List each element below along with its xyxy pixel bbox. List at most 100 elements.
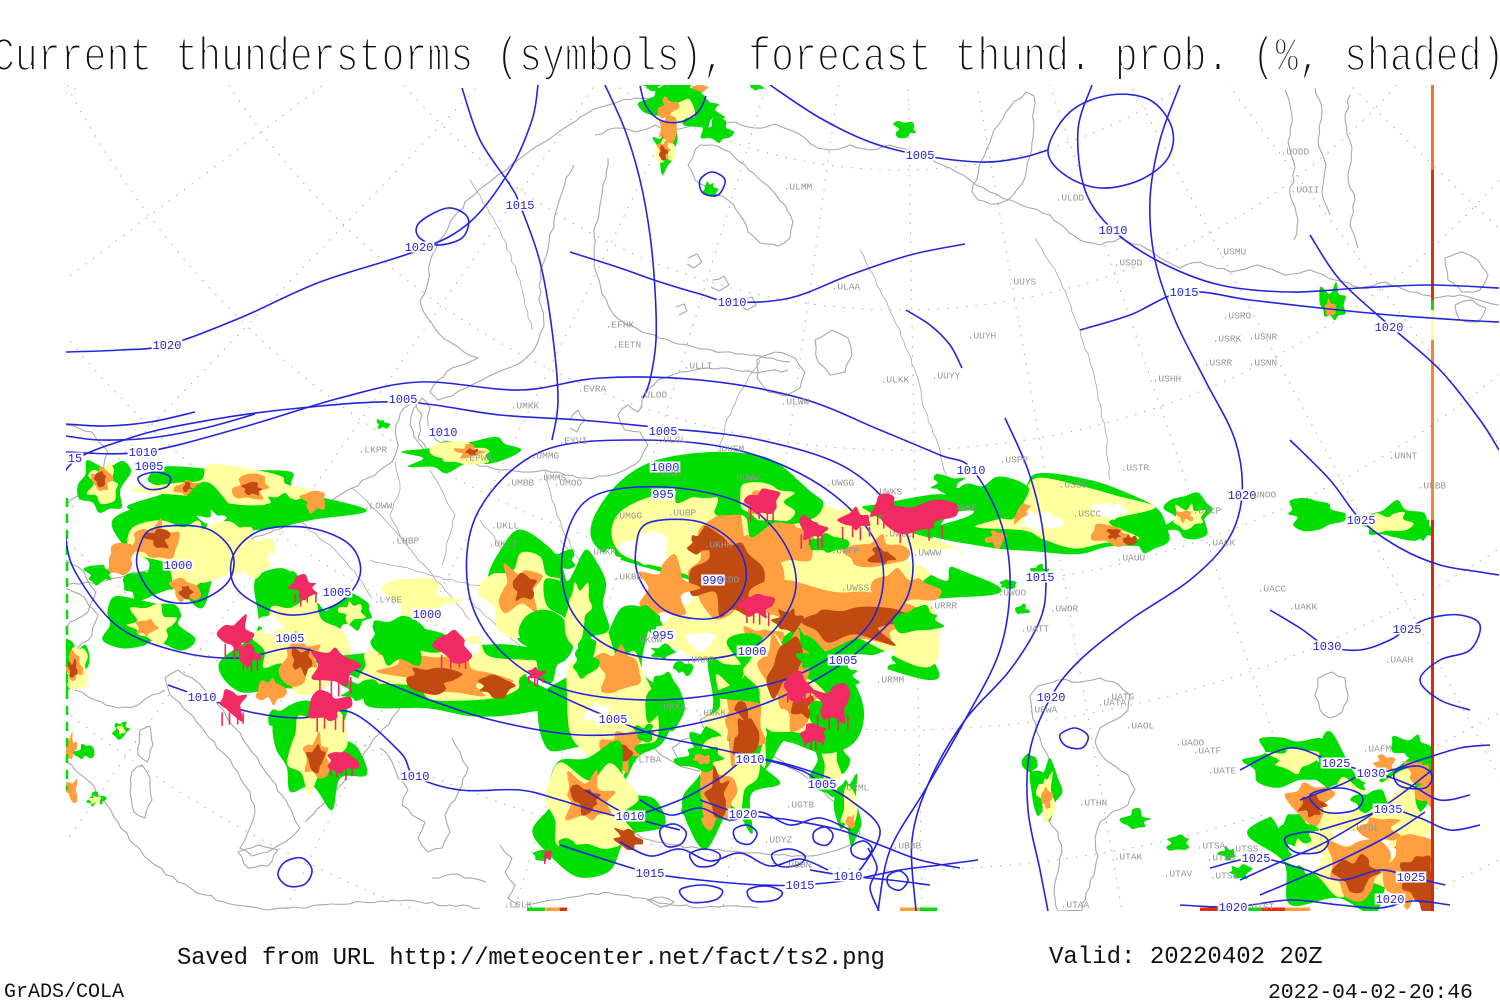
svg-text:1020: 1020 [1228,489,1257,503]
svg-text:.EYVI: .EYVI [559,436,588,447]
svg-text:1015: 1015 [1170,286,1199,300]
svg-text:1025: 1025 [1347,514,1376,528]
svg-text:.UKBB: .UKBB [614,572,643,583]
svg-text:GrADS/COLA: GrADS/COLA [4,981,124,1000]
svg-text:1010: 1010 [834,870,863,884]
svg-text:1020: 1020 [405,241,434,255]
svg-text:.USRO: .USRO [1223,311,1252,322]
svg-text:.URKK: .URKK [698,708,727,719]
svg-text:.UAOL: .UAOL [1126,721,1155,732]
svg-text:.EETN: .EETN [613,340,642,351]
svg-text:.USRR: .USRR [1204,358,1233,369]
svg-text:.USTR: .USTR [1121,463,1150,474]
svg-text:1010: 1010 [129,446,158,460]
svg-text:.ULWW: .ULWW [781,397,810,408]
svg-text:1015: 1015 [1026,571,1055,585]
svg-text:1005: 1005 [389,393,418,407]
svg-text:.LHBP: .LHBP [391,536,420,547]
svg-text:.UOII: .UOII [1291,185,1320,196]
svg-text:.ULDD: .ULDD [1056,193,1085,204]
svg-text:1005: 1005 [906,149,935,163]
svg-text:.UTHN: .UTHN [1079,798,1108,809]
svg-text:1005: 1005 [808,778,837,792]
svg-text:.UUYH: .UUYH [968,331,997,342]
svg-text:.UUEM: .UUEM [716,444,745,455]
svg-text:.USHH: .USHH [1153,374,1182,385]
svg-text:1030: 1030 [1313,640,1342,654]
svg-text:.USMU: .USMU [1218,247,1247,258]
svg-text:.UACP: .UACP [1193,506,1222,517]
svg-text:1020: 1020 [1375,321,1404,335]
svg-text:.UUYS: .UUYS [1008,277,1037,288]
svg-text:1005: 1005 [276,632,305,646]
svg-text:1000: 1000 [651,461,680,475]
svg-text:1010: 1010 [429,426,458,440]
svg-text:.UWSS: .UWSS [841,583,870,594]
svg-text:.ULKK: .ULKK [881,375,910,386]
svg-text:.UTDL: .UTDL [1351,823,1380,834]
svg-text:.LCLK: .LCLK [504,900,533,911]
svg-text:.URKA: .URKA [658,702,687,713]
svg-text:.UMKK: .UMKK [511,401,540,412]
svg-text:1000: 1000 [413,608,442,622]
svg-text:.UATT: .UATT [1021,624,1050,635]
svg-text:.USDD: .USDD [1114,258,1143,269]
svg-text:1005: 1005 [649,425,678,439]
svg-text:.URMM: .URMM [876,675,905,686]
svg-text:995: 995 [652,629,674,643]
svg-text:15: 15 [68,452,82,466]
svg-text:.ULLI: .ULLI [684,361,713,372]
svg-text:.EPWA: .EPWA [464,453,493,464]
svg-text:.UATF: .UATF [1193,746,1222,757]
svg-text:1025: 1025 [1242,852,1271,866]
svg-text:.UNBB: .UNBB [1418,481,1447,492]
svg-text:.UKHH: .UKHH [704,540,733,551]
svg-text:.UGTB: .UGTB [786,800,815,811]
svg-text:1020: 1020 [1219,901,1248,915]
svg-text:1010: 1010 [616,810,645,824]
svg-text:.UNOO: .UNOO [1248,490,1277,501]
svg-text:.UTST: .UTST [1246,902,1275,913]
svg-text:.UATE: .UATE [1208,766,1237,777]
svg-text:.UKLL: .UKLL [491,521,520,532]
svg-text:.UATG: .UATG [1106,692,1135,703]
svg-text:.USPP: .USPP [1000,455,1029,466]
svg-text:.UKKK: .UKKK [588,547,617,558]
svg-text:Saved from URL http://meteocen: Saved from URL http://meteocenter.net/fa… [177,945,885,972]
svg-text:.LTBA: .LTBA [633,755,662,766]
svg-text:1005: 1005 [599,713,628,727]
svg-text:.UMMS: .UMMS [538,473,567,484]
svg-text:.URRR: .URRR [686,655,715,666]
svg-text:.UWPP: .UWPP [831,546,860,557]
svg-text:Valid: 20220402 20Z: Valid: 20220402 20Z [1049,944,1323,971]
svg-text:.UACK: .UACK [1207,538,1236,549]
svg-text:1015: 1015 [506,199,535,213]
svg-text:.USCC: .USCC [1073,509,1102,520]
svg-text:1010: 1010 [1099,224,1128,238]
svg-text:1000: 1000 [738,645,767,659]
svg-text:.ULGL: .ULGL [658,435,687,446]
svg-text:.ULMM: .ULMM [784,182,813,193]
svg-text:1015: 1015 [786,879,815,893]
svg-text:.UMOO: .UMOO [554,478,583,489]
svg-text:1030: 1030 [1357,767,1386,781]
svg-text:.UMGG: .UMGG [614,511,643,522]
svg-text:.UBBN: .UBBN [783,860,812,871]
svg-text:.EFHK: .EFHK [606,320,635,331]
svg-text:.UWKE: .UWKE [949,503,978,514]
svg-text:1010: 1010 [736,753,765,767]
svg-text:.URML: .URML [841,783,870,794]
svg-text:.UUYY: .UUYY [932,371,961,382]
svg-text:.UTSA: .UTSA [1197,841,1226,852]
svg-text:.UWKS: .UWKS [874,487,903,498]
svg-text:2022-04-02-20:46: 2022-04-02-20:46 [1268,981,1473,1000]
svg-text:.UKLI: .UKLI [489,539,518,550]
svg-text:.UODD: .UODD [1281,147,1310,158]
svg-text:1005: 1005 [323,586,352,600]
svg-text:1000: 1000 [164,559,193,573]
svg-text:1035: 1035 [1374,803,1403,817]
svg-text:995: 995 [652,488,674,502]
svg-text:1025: 1025 [1397,871,1426,885]
svg-text:.UNNT: .UNNT [1389,451,1418,462]
svg-text:.UAKK: .UAKK [1289,602,1318,613]
